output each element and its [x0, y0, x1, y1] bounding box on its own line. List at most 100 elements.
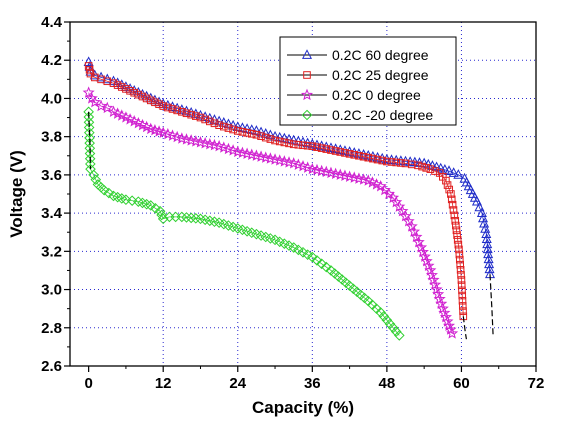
data-point: [483, 253, 494, 264]
data-point: [84, 153, 96, 165]
data-point: [112, 77, 123, 88]
data-point: [390, 326, 402, 337]
data-point: [435, 297, 448, 310]
data-point: [422, 164, 431, 172]
data-point: [285, 139, 293, 148]
data-point: [294, 140, 303, 149]
data-point: [113, 81, 122, 89]
data-point: [210, 119, 219, 128]
data-point: [327, 146, 335, 154]
data-point: [447, 195, 456, 204]
data-point: [307, 251, 318, 263]
data-point: [116, 193, 128, 204]
data-point: [196, 113, 205, 122]
data-point: [126, 195, 138, 206]
data-point: [457, 281, 466, 289]
data-point: [433, 292, 446, 305]
x-axis-title: Capacity (%): [252, 398, 354, 417]
y-axis-title: Voltage (V): [7, 150, 26, 238]
data-point: [90, 174, 102, 185]
data-point: [313, 143, 321, 151]
data-point: [484, 263, 495, 274]
data-point: [483, 248, 494, 259]
data-point: [350, 151, 359, 159]
data-point: [84, 62, 93, 70]
series-line: [88, 111, 400, 336]
data-point: [458, 286, 466, 295]
data-point: [308, 142, 317, 151]
data-point: [275, 137, 284, 146]
data-point: [142, 94, 151, 103]
data-point: [316, 258, 327, 270]
x-tick-label: 48: [379, 375, 396, 392]
data-point: [458, 302, 467, 310]
data-point: [414, 161, 422, 170]
data-point: [448, 167, 459, 177]
data-point: [187, 110, 195, 119]
data-point: [400, 155, 411, 166]
data-point: [408, 225, 421, 237]
data-point: [289, 140, 298, 149]
x-tick-labels: 0 12 24 36 48 60 72: [84, 375, 544, 392]
data-point: [206, 117, 214, 126]
data-point: [201, 115, 209, 124]
data-point: [415, 241, 428, 253]
data-point: [86, 69, 95, 78]
data-point: [167, 101, 178, 111]
legend-label: 0.2C 60 degree: [332, 47, 429, 63]
data-point: [378, 311, 390, 322]
data-point: [456, 260, 464, 269]
y-tick-labels: 2.6 2.8 3.0 3.2 3.4 3.6 3.8 4.0 4.2 4.4: [41, 14, 63, 375]
data-point: [297, 246, 309, 258]
data-point: [137, 197, 148, 209]
data-point: [331, 147, 340, 155]
data-point: [431, 167, 439, 175]
y-tick-label: 3.2: [41, 243, 62, 260]
data-point: [445, 185, 454, 194]
series-2: [84, 62, 468, 321]
data-point: [150, 203, 161, 214]
data-point: [84, 137, 95, 149]
series-tail-line: [88, 111, 92, 170]
data-point: [238, 128, 247, 136]
data-point: [393, 330, 405, 341]
data-point: [293, 244, 304, 256]
data-point: [454, 240, 463, 249]
data-point: [156, 209, 167, 221]
data-point: [108, 190, 119, 202]
legend: 0.2C 60 degree 0.2C 25 degree 0.2C 0 degre…: [279, 36, 457, 126]
data-point: [449, 206, 458, 214]
data-point: [453, 169, 464, 179]
y-tick-label: 4.0: [41, 90, 62, 107]
axes-ticks: [64, 21, 537, 372]
series-4: [83, 106, 405, 341]
data-point: [355, 151, 363, 160]
data-point: [418, 162, 426, 171]
data-point: [266, 135, 275, 143]
data-point: [405, 220, 418, 232]
data-point: [176, 211, 188, 223]
data-point: [159, 102, 167, 110]
y-tick-label: 4.4: [41, 14, 63, 31]
data-point: [481, 228, 492, 239]
y-tick-label: 3.6: [41, 167, 62, 184]
data-point: [456, 266, 465, 274]
data-point: [447, 190, 455, 198]
data-point: [432, 287, 445, 300]
data-point: [381, 314, 393, 326]
data-point: [424, 264, 437, 276]
data-point: [155, 100, 163, 108]
data-point: [452, 226, 461, 235]
data-point: [364, 153, 373, 162]
data-point: [182, 109, 191, 118]
data-point: [219, 122, 228, 131]
data-point: [482, 238, 493, 249]
data-point: [102, 73, 113, 84]
data-point: [134, 90, 143, 99]
data-point: [141, 198, 152, 210]
series-tail-line: [462, 316, 467, 340]
y-tick-label: 3.4: [41, 205, 63, 222]
data-point: [451, 216, 460, 225]
data-point: [83, 116, 95, 128]
